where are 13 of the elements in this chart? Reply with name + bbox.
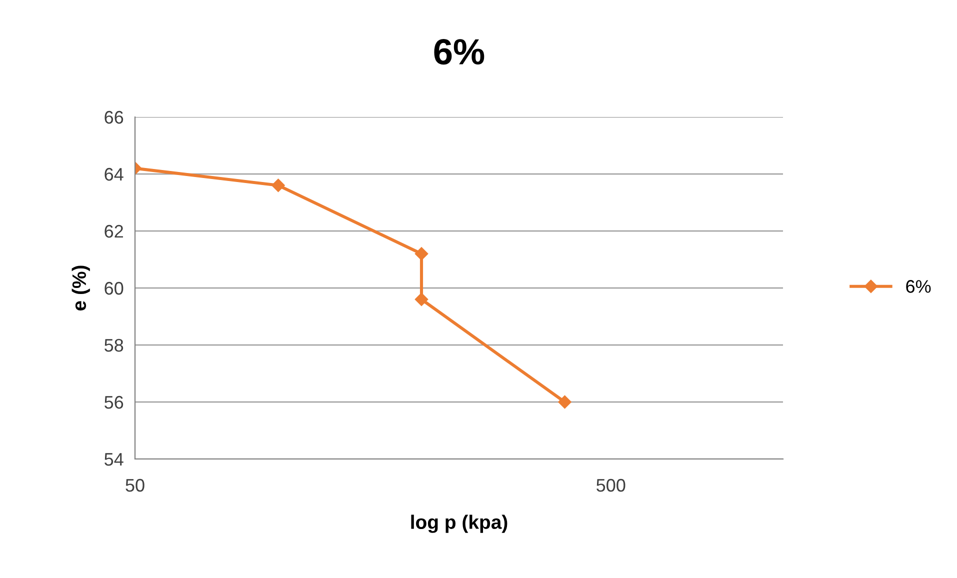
y-tick-label: 60 bbox=[104, 282, 124, 295]
y-tick-label: 54 bbox=[104, 453, 124, 466]
x-axis-title: log p (kpa) bbox=[411, 514, 508, 533]
y-axis-title: e (%) bbox=[72, 266, 90, 310]
x-tick-label: 50 bbox=[126, 478, 144, 492]
chart-title: 6% bbox=[434, 39, 484, 65]
y-tick-label: 66 bbox=[104, 110, 124, 124]
y-tick-label: 56 bbox=[104, 396, 124, 409]
y-tick-label: 62 bbox=[104, 224, 123, 238]
legend-label: 6% bbox=[906, 280, 931, 293]
y-tick-label: 58 bbox=[104, 338, 124, 352]
y-tick-label: 64 bbox=[104, 168, 124, 181]
x-tick-label: 500 bbox=[596, 478, 626, 492]
